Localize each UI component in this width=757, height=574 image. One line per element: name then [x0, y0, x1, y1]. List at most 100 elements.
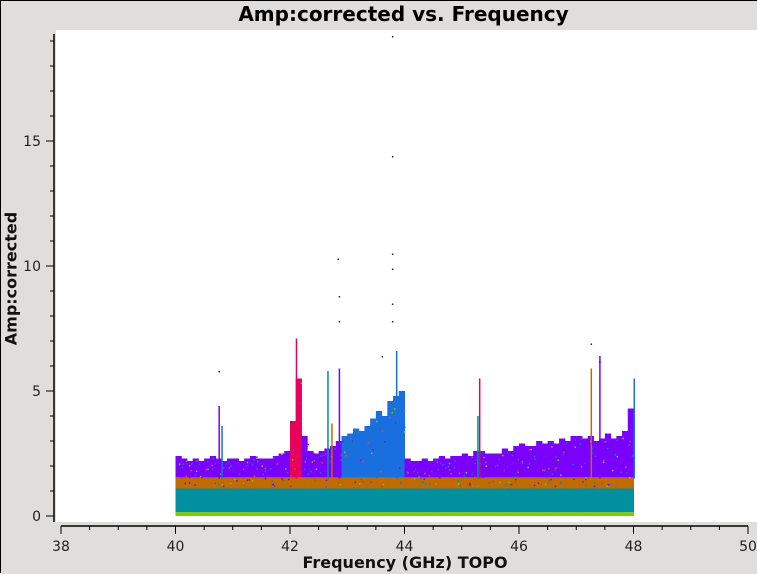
scatter-point: [521, 449, 524, 452]
envelope-low-bin: [324, 512, 331, 516]
envelope-low-bin: [461, 512, 468, 516]
scatter-point: [208, 472, 210, 474]
scatter-point: [601, 482, 603, 485]
scatter-point: [485, 465, 488, 467]
scatter-point: [252, 464, 255, 466]
envelope-low-bin: [227, 512, 234, 516]
scatter-point: [406, 471, 409, 474]
envelope-mid-bin: [249, 477, 257, 490]
envelope-upper-bin: [204, 458, 211, 479]
envelope-mid-bin: [398, 477, 405, 490]
envelope-low-bin: [450, 512, 457, 516]
envelope-base-bin: [175, 488, 182, 513]
envelope-base-bin: [496, 488, 503, 513]
scatter-point: [465, 471, 468, 474]
scatter-point: [604, 441, 607, 443]
envelope-upper-bin: [370, 418, 377, 479]
envelope-upper-bin: [341, 436, 348, 479]
scatter-point: [603, 441, 606, 443]
envelope-upper-bin: [347, 433, 354, 479]
scatter-point: [310, 470, 312, 473]
scatter-point: [397, 409, 399, 412]
scatter-point: [458, 467, 461, 470]
envelope-base-bin: [427, 488, 434, 513]
scatter-point: [453, 467, 456, 469]
scatter-point: [221, 484, 223, 486]
envelope-upper-bin: [238, 461, 245, 479]
scatter-point: [614, 454, 616, 456]
scatter-point: [272, 457, 275, 459]
envelope-low-bin: [215, 512, 222, 516]
spike-mark: [338, 368, 341, 479]
envelope-mid-bin: [272, 477, 280, 490]
scatter-point: [530, 448, 533, 451]
scatter-point: [246, 461, 249, 464]
scatter-point: [243, 484, 245, 487]
scatter-point: [200, 475, 202, 478]
y-tick-label: 5: [32, 384, 41, 400]
envelope-base-bin: [370, 488, 377, 513]
scatter-point: [303, 468, 306, 471]
envelope-mid-bin: [364, 477, 371, 490]
scatter-point: [394, 423, 397, 426]
scatter-point: [256, 460, 259, 463]
scatter-point: [439, 476, 441, 479]
x-axis-label: Frequency (GHz) TOPO: [302, 553, 508, 572]
scatter-point: [457, 480, 460, 482]
envelope-upper-bin: [192, 458, 199, 479]
envelope-base-bin: [209, 488, 217, 513]
scatter-point: [581, 465, 583, 468]
scatter-point: [629, 440, 631, 443]
scatter-point: [394, 408, 396, 410]
envelope-low-bin: [622, 512, 629, 516]
envelope-upper-bin: [381, 416, 388, 479]
scatter-point: [540, 483, 543, 486]
envelope-low-bin: [307, 512, 314, 516]
envelope-upper-bin: [415, 461, 423, 479]
scatter-point: [371, 431, 373, 434]
scatter-point: [190, 469, 193, 472]
spike-mark: [218, 406, 220, 479]
scatter-point: [345, 454, 347, 457]
scatter-point: [433, 458, 435, 461]
envelope-low-bin: [570, 512, 577, 516]
scatter-point: [527, 466, 529, 469]
scatter-point: [228, 467, 231, 469]
scatter-point: [525, 450, 528, 452]
envelope-upper-bin: [570, 436, 577, 479]
scatter-point: [300, 402, 302, 404]
scatter-point: [194, 484, 196, 486]
scatter-point: [448, 462, 451, 465]
scatter-point: [199, 473, 201, 475]
envelope-upper-bin: [541, 443, 549, 479]
envelope-upper-bin: [547, 441, 554, 479]
envelope-low-bin: [221, 512, 228, 516]
scatter-point: [454, 468, 456, 471]
envelope-mid-bin: [581, 477, 589, 490]
scatter-point: [458, 472, 461, 475]
scatter-point: [474, 476, 476, 478]
envelope-base-bin: [204, 488, 211, 513]
scatter-point: [482, 476, 484, 478]
scatter-point: [471, 456, 474, 459]
envelope-base-bin: [358, 488, 365, 513]
scatter-point: [389, 416, 391, 419]
envelope-base-bin: [610, 488, 617, 513]
scatter-point: [505, 483, 508, 485]
envelope-upper-bin: [387, 401, 394, 479]
envelope-mid-bin: [221, 477, 228, 490]
envelope-base-bin: [450, 488, 457, 513]
scatter-point: [242, 468, 245, 470]
scatter-point: [176, 477, 179, 479]
envelope-mid-bin: [381, 477, 388, 490]
envelope-base-bin: [330, 488, 337, 513]
envelope-upper-bin: [358, 431, 365, 479]
scatter-point: [474, 462, 477, 465]
scatter-point: [406, 473, 409, 475]
envelope-base-bin: [599, 488, 606, 513]
envelope-base-bin: [536, 488, 543, 513]
scatter-point: [494, 465, 497, 468]
scatter-point: [358, 482, 361, 485]
envelope-low-bin: [530, 512, 537, 516]
scatter-point: [437, 468, 440, 471]
